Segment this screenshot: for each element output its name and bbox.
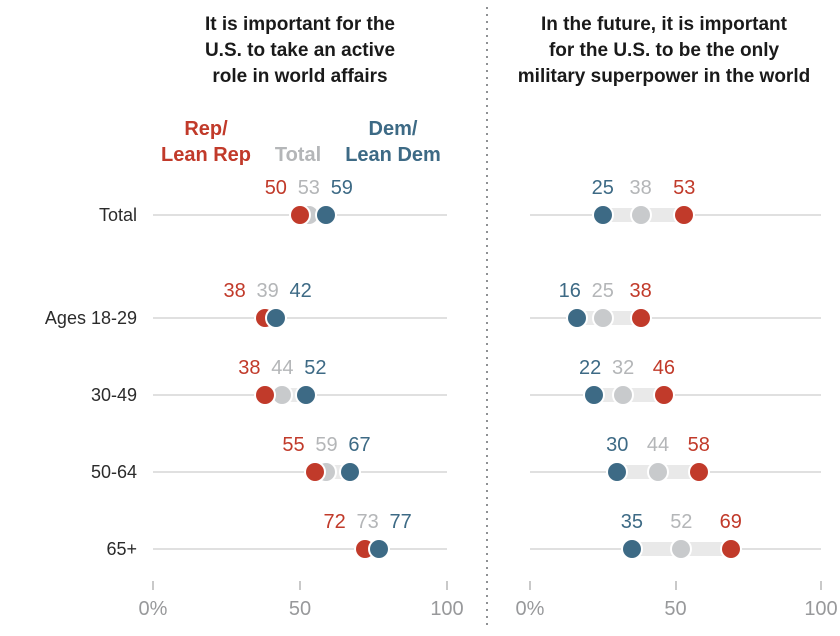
value-label-total: 73: [356, 511, 379, 533]
value-label-total: 32: [611, 357, 635, 379]
row-line: [530, 317, 821, 319]
value-label-rep: 46: [652, 357, 675, 379]
dot-rep: [654, 386, 673, 404]
value-label-rep: 50: [264, 177, 287, 199]
dot-rep: [291, 206, 309, 224]
value-label-rep: 38: [629, 280, 652, 302]
legend-total-label: Total: [274, 144, 322, 166]
value-label-total: 53: [297, 177, 320, 199]
dot-rep: [305, 463, 324, 481]
panel-title-right: In the future, it is important for the U…: [517, 14, 811, 87]
value-label-total: 44: [646, 434, 670, 456]
value-label-total: 38: [629, 177, 652, 199]
axis-tick: [299, 581, 301, 590]
row-line: [153, 317, 447, 319]
value-label-total: 44: [271, 357, 294, 379]
dot-dem: [340, 463, 359, 481]
dot-dem: [296, 386, 315, 404]
value-label-rep: 58: [687, 434, 710, 456]
row-label-65-: 65+: [106, 539, 137, 559]
value-label-rep: 38: [238, 357, 261, 379]
value-label-dem: 22: [578, 357, 602, 379]
dot-total: [672, 540, 691, 558]
row-label-total: Total: [98, 205, 137, 225]
axis-tick-label: 50: [664, 598, 687, 620]
row-label-ages-18-29: Ages 18-29: [44, 308, 137, 328]
axis-tick: [674, 581, 677, 590]
row-line: [530, 394, 821, 396]
row-label-30-49: 30-49: [90, 385, 137, 405]
panel-title-left: It is important for the U.S. to take an …: [204, 14, 396, 87]
value-label-dem: 77: [389, 511, 412, 533]
value-label-rep: 53: [673, 177, 696, 199]
value-label-dem: 67: [348, 434, 371, 456]
value-label-dem: 25: [591, 177, 614, 199]
dot-total: [273, 386, 292, 404]
axis-tick-label: 0%: [515, 598, 545, 620]
legend-dem-label: Dem/ Lean Dem: [345, 118, 441, 166]
value-label-rep: 38: [223, 280, 246, 302]
axis-tick-label: 50: [288, 598, 312, 620]
dot-total: [593, 309, 612, 327]
row-line: [153, 471, 447, 473]
dot-dem: [585, 386, 604, 404]
dot-total: [614, 386, 633, 404]
axis-tick-label: 100: [804, 598, 838, 620]
dot-total: [631, 206, 650, 224]
value-label-rep: 69: [719, 511, 742, 533]
value-label-dem: 52: [304, 357, 327, 379]
dot-rep: [255, 386, 274, 404]
axis-tick: [820, 581, 822, 590]
value-label-dem: 35: [620, 511, 643, 533]
axis-tick-label: 0%: [138, 598, 168, 620]
legend-rep-label: Rep/ Lean Rep: [160, 118, 252, 166]
value-label-total: 52: [670, 511, 693, 533]
row-line: [153, 548, 447, 550]
value-label-dem: 42: [289, 280, 312, 302]
dot-rep: [631, 309, 650, 327]
dot-dem: [608, 463, 627, 481]
dot-dem: [267, 309, 286, 327]
dot-dem: [567, 309, 586, 327]
panel-divider-dotted-line: [486, 7, 488, 628]
dot-total: [649, 463, 668, 481]
value-label-rep: 55: [282, 434, 305, 456]
axis-tick: [446, 581, 448, 590]
value-label-dem: 30: [606, 434, 629, 456]
value-label-total: 59: [315, 434, 338, 456]
dot-dem: [622, 540, 641, 558]
dot-rep: [721, 540, 740, 558]
row-label-50-64: 50-64: [90, 462, 137, 482]
axis-tick-label: 100: [430, 598, 464, 620]
axis-tick: [152, 581, 154, 590]
dot-rep: [689, 463, 708, 481]
value-label-dem: 16: [558, 280, 581, 302]
value-label-dem: 59: [330, 177, 353, 199]
value-label-total: 25: [591, 280, 614, 302]
value-label-total: 39: [256, 280, 279, 302]
axis-tick: [529, 581, 531, 590]
dot-dem: [370, 540, 389, 558]
dot-rep: [355, 540, 374, 558]
dot-dem: [593, 206, 612, 224]
value-label-rep: 72: [323, 511, 346, 533]
dot-dem: [317, 206, 336, 224]
dot-rep: [675, 206, 694, 224]
